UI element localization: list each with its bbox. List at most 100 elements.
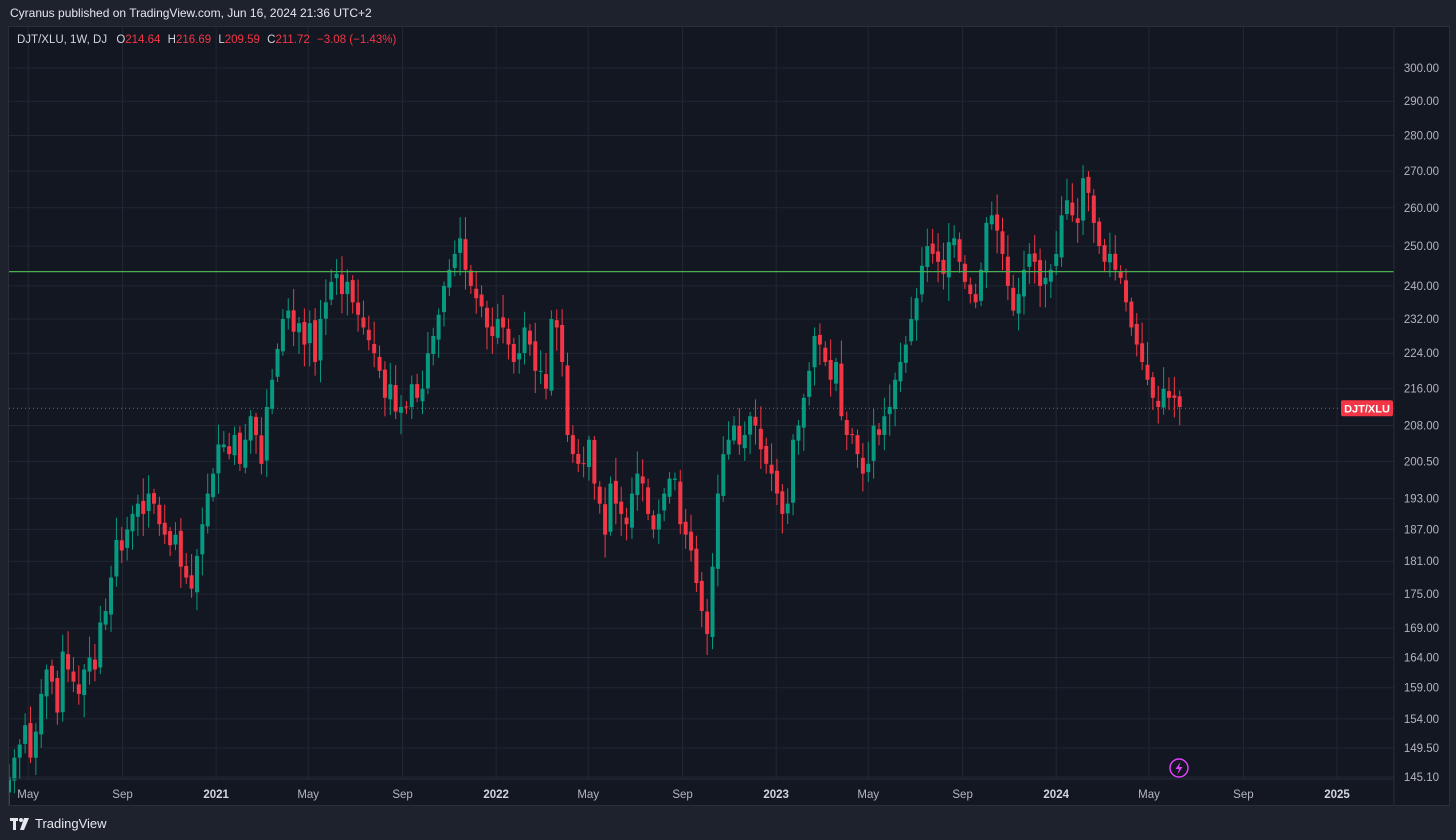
- price-tick-label: 159.00: [1404, 683, 1439, 695]
- candle-body: [785, 503, 790, 514]
- tradingview-logo[interactable]: TradingView: [10, 816, 107, 831]
- candle-body: [1070, 202, 1075, 216]
- candle-body: [844, 419, 849, 435]
- time-tick-label: 2024: [1043, 789, 1069, 801]
- candle-body: [979, 269, 984, 301]
- candle-body: [211, 473, 216, 498]
- price-axis[interactable]: 300.00 290.00 280.00 270.00 260.00 250.00 240.…: [1393, 27, 1449, 805]
- candle-body: [1118, 271, 1123, 278]
- price-tick-label: 200.50: [1404, 456, 1439, 468]
- candle-body: [941, 259, 946, 274]
- price-tick-label: 280.00: [1404, 130, 1439, 142]
- candle-body: [452, 253, 457, 268]
- candle-body: [227, 446, 232, 455]
- candle-body: [936, 251, 941, 262]
- time-tick-label: May: [577, 789, 599, 801]
- price-tick-label: 145.10: [1404, 772, 1439, 784]
- candle-body: [828, 360, 833, 380]
- lightning-icon[interactable]: [1169, 758, 1189, 778]
- candle-body: [586, 439, 591, 468]
- candle-body: [17, 744, 22, 758]
- candle-body: [640, 476, 645, 484]
- publisher-text: Cyranus published on TradingView.com, Ju…: [10, 6, 372, 20]
- lightning-circle: [1169, 758, 1189, 778]
- price-tick-label: 250.00: [1404, 241, 1439, 253]
- candle-body: [189, 575, 194, 589]
- footer-bar: TradingView: [0, 806, 1456, 840]
- candle-body: [318, 318, 323, 361]
- candle-body: [796, 425, 801, 441]
- candle-body: [549, 318, 554, 391]
- chart-pane[interactable]: 243.54211.72DJT/XLU 300.00 290.00 280.00 27…: [8, 26, 1450, 806]
- legend-low-label: L: [218, 34, 225, 46]
- candle-body: [866, 463, 871, 473]
- candle-body: [436, 314, 441, 340]
- candle-body: [1129, 301, 1134, 328]
- legend-open-label: O: [116, 34, 126, 46]
- candle-body: [850, 434, 855, 436]
- candle-body: [372, 343, 377, 354]
- candle-body: [554, 320, 559, 328]
- symbol-label-bg: [1341, 400, 1393, 417]
- candle-body: [151, 493, 156, 504]
- candle-body: [694, 548, 699, 584]
- tradingview-logo-icon: [10, 817, 29, 830]
- candle-body: [893, 379, 898, 410]
- candle-body: [49, 665, 54, 682]
- time-tick-label: 2023: [763, 789, 789, 801]
- candle-body: [23, 725, 28, 744]
- candle-body: [914, 298, 919, 321]
- candle-body: [44, 669, 49, 697]
- candle-body: [544, 374, 549, 389]
- candle-body: [259, 435, 264, 464]
- candle-body: [721, 454, 726, 496]
- candle-body: [339, 274, 344, 295]
- candle-body: [296, 323, 301, 333]
- candle-body: [930, 243, 935, 254]
- candle-body: [366, 329, 371, 341]
- candle-body: [651, 515, 656, 530]
- candle-body: [662, 493, 667, 511]
- price-tick-label: 181.00: [1404, 556, 1439, 568]
- legend-high-label: H: [167, 34, 176, 46]
- candle-body: [710, 566, 715, 638]
- candle-body: [581, 463, 586, 465]
- price-tick-label: 164.00: [1404, 653, 1439, 665]
- symbol-label: DJT/XLU: [1344, 403, 1390, 415]
- candle-body: [925, 246, 930, 267]
- candle-body: [474, 288, 479, 299]
- candle-body: [646, 487, 651, 514]
- candle-body: [221, 444, 226, 448]
- legend-symbol: DJT/XLU, 1W, DJ: [17, 34, 108, 46]
- candle-body: [898, 361, 903, 382]
- time-axis[interactable]: May Sep 2021 May Sep 2022 May Sep 2023 May Sep 2024…: [9, 778, 1394, 801]
- candle-body: [737, 425, 742, 445]
- candle-body: [629, 493, 634, 528]
- candle-body: [683, 521, 688, 535]
- lightning-bolt: [1175, 762, 1183, 775]
- price-axis-bg: [1394, 27, 1449, 805]
- candle-body: [592, 440, 597, 484]
- candle-body: [334, 273, 339, 279]
- candle-body: [919, 265, 924, 295]
- candle-body: [232, 434, 237, 456]
- candle-body: [608, 483, 613, 532]
- candle-body: [1059, 215, 1064, 258]
- candle-body: [522, 327, 527, 354]
- candle-body: [313, 320, 318, 362]
- candle-body: [624, 517, 629, 525]
- candle-body: [216, 444, 221, 474]
- price-tick-label: 149.50: [1404, 743, 1439, 755]
- candle-body: [119, 540, 124, 551]
- candle-body: [855, 435, 860, 455]
- candle-body: [860, 457, 865, 474]
- candle-body: [1054, 253, 1059, 267]
- candle-body: [468, 270, 473, 286]
- candle-body: [28, 723, 33, 758]
- candle-body: [667, 478, 672, 497]
- candle-body: [12, 757, 17, 781]
- candle-body: [404, 406, 409, 408]
- candle-body: [184, 565, 189, 578]
- candle-body: [248, 416, 253, 441]
- candlestick-chart[interactable]: 243.54211.72DJT/XLU 300.00 290.00 280.00 27…: [9, 27, 1449, 805]
